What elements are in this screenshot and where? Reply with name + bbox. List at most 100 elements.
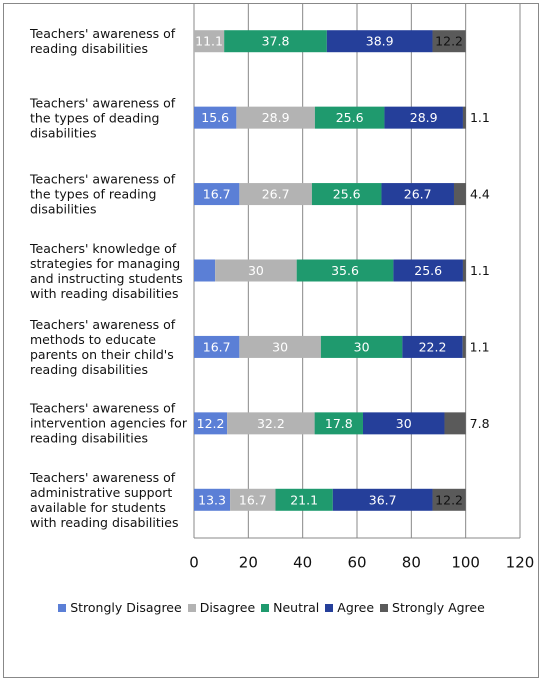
data-label: 30 xyxy=(248,263,264,278)
legend-item: Neutral xyxy=(261,600,319,615)
bar-segment xyxy=(227,412,315,435)
x-tick-label: 120 xyxy=(506,554,535,572)
category-label: Teachers' awareness of intervention agen… xyxy=(30,400,187,446)
data-label: 32.2 xyxy=(257,416,285,431)
bar-segment xyxy=(194,30,225,53)
x-tick-label: 60 xyxy=(347,554,366,572)
data-label: 1.1 xyxy=(470,263,490,278)
data-label: 12.2 xyxy=(435,492,463,507)
category-label: Teachers' awareness of reading disabilit… xyxy=(30,26,176,57)
data-label: 1.1 xyxy=(470,339,490,354)
data-label: 12.2 xyxy=(435,34,463,49)
data-label: 28.9 xyxy=(410,110,438,125)
data-label: 26.7 xyxy=(404,187,432,202)
bar-segment xyxy=(384,106,463,129)
legend-item: Agree xyxy=(325,600,374,615)
bar-segment xyxy=(194,259,216,282)
legend-swatch xyxy=(261,604,270,612)
legend-label: Disagree xyxy=(199,600,256,615)
data-label: 35.6 xyxy=(331,263,359,278)
x-tick-label: 100 xyxy=(451,554,480,572)
data-label: 11.1 xyxy=(195,34,223,49)
bar-segment xyxy=(362,412,445,435)
data-label: 36.7 xyxy=(369,492,397,507)
legend-swatch xyxy=(380,604,389,612)
data-label: 38.9 xyxy=(366,34,394,49)
legend: Strongly Disagree Disagree Neutral Agree Str… xyxy=(0,600,543,615)
bar-segment xyxy=(311,183,382,206)
bar-segment xyxy=(194,335,240,358)
bar-segment xyxy=(239,183,312,206)
category-label: Teachers' awareness of administrative su… xyxy=(30,469,179,530)
bar-segment xyxy=(314,106,385,129)
bar-segment xyxy=(230,488,276,511)
bar-segment xyxy=(194,106,237,129)
bar-segment xyxy=(239,335,321,358)
legend-swatch xyxy=(58,604,67,612)
bar-segment xyxy=(326,30,433,53)
bar-segment xyxy=(296,259,394,282)
bar-segment xyxy=(314,412,363,435)
data-label: 30 xyxy=(272,339,288,354)
data-label: 15.6 xyxy=(201,110,229,125)
data-label: 25.6 xyxy=(333,187,361,202)
data-label: 13.3 xyxy=(198,492,226,507)
data-label: 30 xyxy=(354,339,370,354)
data-label: 17.8 xyxy=(325,416,353,431)
bar-segment xyxy=(275,488,333,511)
data-label: 7.8 xyxy=(470,416,490,431)
data-label: 37.8 xyxy=(262,34,290,49)
legend-item: Strongly Disagree xyxy=(58,600,182,615)
bar-segment xyxy=(462,259,466,282)
bar-segment xyxy=(194,183,240,206)
legend-label: Strongly Agree xyxy=(392,600,485,615)
category-label: Teachers' awareness of methods to educat… xyxy=(30,316,176,377)
bar-segment xyxy=(444,412,466,435)
legend-item: Strongly Agree xyxy=(380,600,485,615)
data-label: 25.6 xyxy=(336,110,364,125)
x-tick-label: 80 xyxy=(402,554,421,572)
data-label: 12.2 xyxy=(197,416,225,431)
bar-segment xyxy=(402,335,463,358)
bar-segment xyxy=(462,106,466,129)
bar-segment xyxy=(332,488,433,511)
legend-label: Agree xyxy=(337,600,375,615)
data-label: 16.7 xyxy=(239,492,267,507)
legend-label: Neutral xyxy=(273,600,320,615)
data-label: 16.7 xyxy=(203,187,231,202)
data-label: 28.9 xyxy=(262,110,290,125)
data-label: 25.6 xyxy=(414,263,442,278)
bar-segment xyxy=(215,259,297,282)
bar-segment xyxy=(236,106,315,129)
category-label: Teachers' knowledge of strategies for ma… xyxy=(30,240,183,301)
data-label: 21.1 xyxy=(290,492,318,507)
legend-swatch xyxy=(325,604,334,612)
bar-segment xyxy=(453,183,466,206)
bar-segment xyxy=(432,488,466,511)
data-label: 16.7 xyxy=(203,339,231,354)
data-label: 30 xyxy=(396,416,412,431)
bar-segment xyxy=(194,412,228,435)
x-tick-label: 40 xyxy=(293,554,312,572)
bar-segment xyxy=(462,335,466,358)
bar-segment xyxy=(194,488,231,511)
bar-segment xyxy=(381,183,454,206)
bar-segment xyxy=(432,30,466,53)
x-tick-label: 20 xyxy=(239,554,258,572)
bar-segment xyxy=(224,30,327,53)
data-label: 22.2 xyxy=(419,339,447,354)
x-tick-label: 0 xyxy=(189,554,199,572)
data-label: 26.7 xyxy=(262,187,290,202)
bar-segment xyxy=(320,335,403,358)
legend-label: Strongly Disagree xyxy=(70,600,182,615)
category-label: Teachers' awareness of the types of read… xyxy=(30,171,176,217)
bar-segment xyxy=(393,259,463,282)
chart-border xyxy=(3,3,539,678)
legend-swatch xyxy=(187,604,196,612)
legend-item: Disagree xyxy=(187,600,256,615)
data-label: 4.4 xyxy=(470,187,490,202)
data-label: 1.1 xyxy=(470,110,490,125)
category-label: Teachers' awareness of the types of dead… xyxy=(30,95,176,141)
